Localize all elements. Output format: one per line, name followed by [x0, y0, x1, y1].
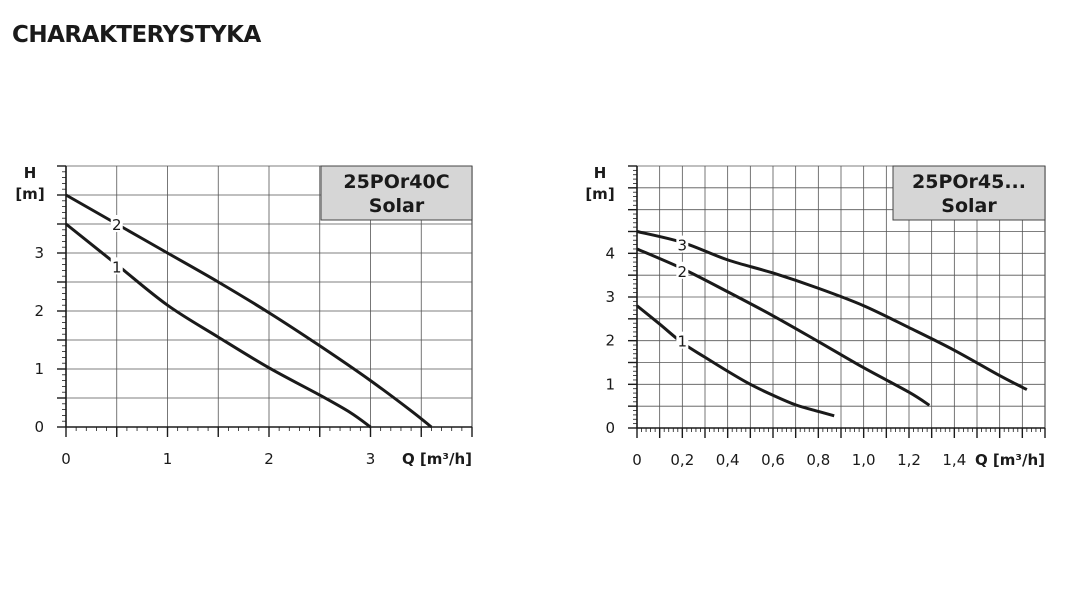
x-tick-label: 3	[366, 450, 376, 468]
y-tick-label: 2	[34, 302, 44, 320]
curve-label-bg	[110, 215, 123, 232]
y-axis-label: [m]	[15, 185, 44, 203]
chart-2: 0 0,2 0,4 0,6 0,8 1,0 1,2 1,4 0 1 2 3 4 H [m] Q [m³/h] 2…	[585, 164, 1046, 469]
curve-label-bg	[676, 235, 689, 253]
speed-curve-3	[636, 230, 1028, 391]
curve-label-bg	[676, 261, 689, 279]
x-tick-label: 0,2	[670, 451, 694, 469]
page-title: CHARAKTERYSTYKA	[12, 22, 261, 48]
y-tick-label: 3	[34, 244, 44, 262]
y-axis-label: H	[24, 164, 37, 182]
x-tick-label: 0,6	[761, 451, 785, 469]
y-axis-label: H	[594, 164, 607, 182]
speed-curve-2	[65, 193, 433, 429]
x-axis-label: Q [m³/h]	[402, 450, 472, 468]
curve-label: 3	[678, 237, 688, 255]
y-tick-label: 1	[605, 375, 615, 393]
pump-model-label: 25POr45...	[912, 171, 1026, 193]
x-axis-label: Q [m³/h]	[975, 451, 1045, 469]
x-tick-label: 0	[632, 451, 642, 469]
curve-label: 2	[112, 216, 122, 234]
y-tick-label: 3	[605, 288, 615, 306]
y-tick-label: 1	[34, 360, 44, 378]
curve-label-bg	[110, 257, 123, 275]
pump-model-box	[892, 165, 1046, 221]
x-tick-label: 1	[163, 450, 173, 468]
curve-label: 1	[112, 258, 122, 276]
speed-curve-1	[636, 304, 835, 418]
y-tick-label: 0	[605, 419, 615, 437]
pump-model-box	[320, 165, 473, 221]
curve-label-bg	[676, 331, 689, 349]
pump-model-label: Solar	[369, 195, 425, 217]
x-tick-label: 0,4	[716, 451, 740, 469]
curve-label: 1	[678, 333, 688, 351]
pump-model-label: 25POr40C	[343, 171, 449, 193]
y-tick-label: 2	[605, 332, 615, 350]
y-tick-label: 4	[605, 244, 615, 262]
pump-model-label: Solar	[941, 195, 997, 217]
y-axis-label: [m]	[585, 185, 614, 203]
x-tick-label: 1,4	[942, 451, 966, 469]
x-tick-label: 0,8	[806, 451, 830, 469]
x-tick-label: 1,0	[852, 451, 876, 469]
y-tick-label: 0	[34, 418, 44, 436]
x-tick-label: 1,2	[897, 451, 921, 469]
curve-label: 2	[678, 263, 688, 281]
x-tick-label: 0	[61, 450, 71, 468]
x-tick-label: 2	[264, 450, 274, 468]
